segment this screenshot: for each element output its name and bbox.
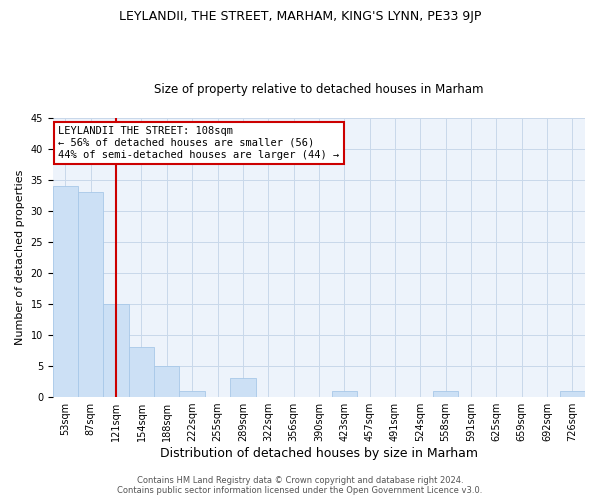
Bar [154, 366, 179, 397]
Bar [103, 304, 129, 397]
Y-axis label: Number of detached properties: Number of detached properties [15, 170, 25, 345]
Bar [53, 186, 78, 397]
X-axis label: Distribution of detached houses by size in Marham: Distribution of detached houses by size … [160, 447, 478, 460]
Title: Size of property relative to detached houses in Marham: Size of property relative to detached ho… [154, 83, 484, 96]
Bar [230, 378, 256, 397]
Bar [78, 192, 103, 397]
Text: LEYLANDII THE STREET: 108sqm
← 56% of detached houses are smaller (56)
44% of se: LEYLANDII THE STREET: 108sqm ← 56% of de… [58, 126, 340, 160]
Bar [433, 391, 458, 397]
Bar [129, 348, 154, 397]
Text: Contains HM Land Registry data © Crown copyright and database right 2024.
Contai: Contains HM Land Registry data © Crown c… [118, 476, 482, 495]
Bar [332, 391, 357, 397]
Text: LEYLANDII, THE STREET, MARHAM, KING'S LYNN, PE33 9JP: LEYLANDII, THE STREET, MARHAM, KING'S LY… [119, 10, 481, 23]
Bar [179, 391, 205, 397]
Bar [560, 391, 585, 397]
